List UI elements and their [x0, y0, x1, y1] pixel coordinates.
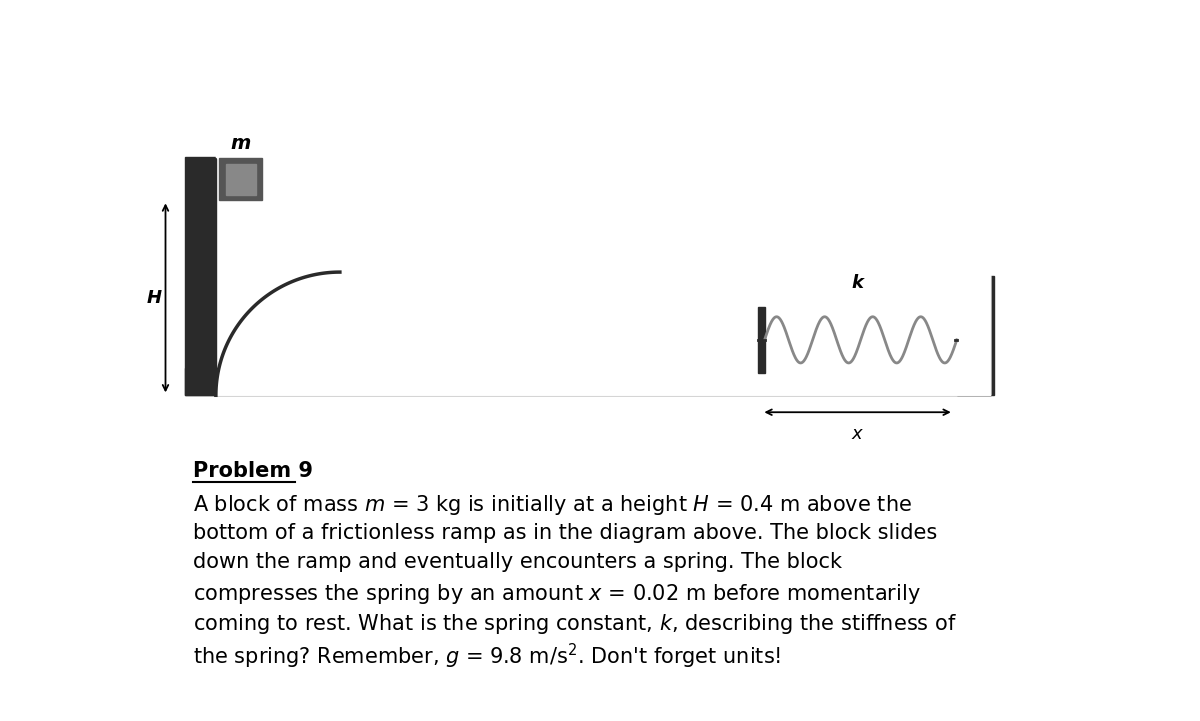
Bar — [185, 156, 216, 395]
Bar — [956, 276, 994, 395]
Bar — [226, 164, 256, 195]
Bar — [218, 158, 262, 200]
Text: down the ramp and eventually encounters a spring. The block: down the ramp and eventually encounters … — [193, 552, 841, 572]
Text: coming to rest. What is the spring constant, $k$, describing the stiffness of: coming to rest. What is the spring const… — [193, 611, 956, 636]
Text: k: k — [852, 274, 864, 292]
Text: $x$: $x$ — [851, 425, 864, 443]
Text: bottom of a frictionless ramp as in the diagram above. The block slides: bottom of a frictionless ramp as in the … — [193, 523, 937, 543]
Text: m: m — [230, 133, 251, 153]
Text: A block of mass $m$ = 3 kg is initially at a height $H$ = 0.4 m above the: A block of mass $m$ = 3 kg is initially … — [193, 493, 912, 517]
Bar — [758, 307, 764, 373]
Bar — [185, 368, 991, 395]
Text: compresses the spring by an amount $x$ = 0.02 m before momentarily: compresses the spring by an amount $x$ =… — [193, 582, 920, 606]
Text: the spring? Remember, $g$ = 9.8 m/s$^2$. Don't forget units!: the spring? Remember, $g$ = 9.8 m/s$^2$.… — [193, 641, 781, 671]
Text: H: H — [148, 289, 162, 307]
Polygon shape — [216, 156, 991, 395]
Text: Problem 9: Problem 9 — [193, 461, 313, 481]
